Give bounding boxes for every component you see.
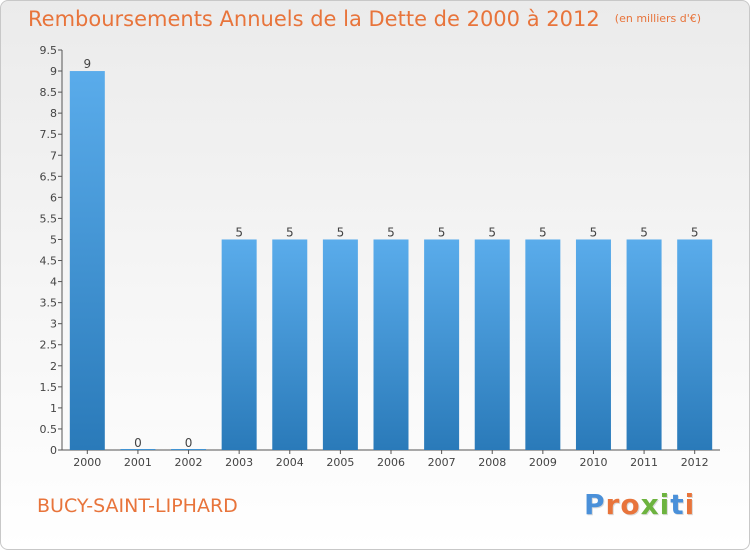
logo-letter: t	[670, 488, 685, 521]
data-label: 5	[640, 225, 648, 239]
bar	[474, 239, 510, 450]
y-tick-label: 0	[50, 444, 57, 457]
bar	[120, 449, 156, 450]
data-label: 0	[185, 436, 193, 450]
data-label: 9	[83, 57, 91, 71]
bar	[525, 239, 561, 450]
y-tick-label: 4.5	[40, 255, 58, 268]
y-tick-label: 1.5	[40, 381, 58, 394]
logo-letter: i	[684, 488, 696, 521]
logo-letter: o	[620, 488, 641, 521]
bar	[373, 239, 409, 450]
x-tick-label: 2006	[377, 456, 405, 469]
logo-letter: i	[659, 488, 671, 521]
y-tick-label: 8.5	[40, 86, 58, 99]
bar	[424, 239, 460, 450]
x-tick-label: 2005	[326, 456, 354, 469]
y-tick-label: 2.5	[40, 339, 58, 352]
bar	[171, 449, 207, 450]
bars	[69, 71, 713, 450]
x-tick-label: 2009	[529, 456, 557, 469]
y-tick-label: 7.5	[40, 128, 58, 141]
data-label: 5	[488, 225, 496, 239]
bar	[677, 239, 713, 450]
bar	[272, 239, 308, 450]
bar	[575, 239, 611, 450]
x-tick-label: 2008	[478, 456, 506, 469]
y-tick-label: 1	[50, 402, 57, 415]
y-tick-label: 9.5	[40, 44, 58, 57]
data-label: 5	[438, 225, 446, 239]
bar	[626, 239, 662, 450]
y-tick-label: 2	[50, 360, 57, 373]
data-label: 5	[337, 225, 345, 239]
bar	[322, 239, 358, 450]
y-tick-label: 3.5	[40, 297, 58, 310]
x-tick-label: 2011	[630, 456, 658, 469]
y-tick-label: 5.5	[40, 212, 58, 225]
bar	[221, 239, 257, 450]
chart-unit: (en milliers d'€)	[614, 12, 702, 25]
x-tick-label: 2003	[225, 456, 253, 469]
data-label: 5	[691, 225, 699, 239]
chart-title: Remboursements Annuels de la Dette de 20…	[28, 7, 600, 31]
x-tick-label: 2000	[73, 456, 101, 469]
axes: 0 0.5 1 1.5 2 2.5 3 3.5 4 4.5 5 5.5 6 6.5 7 7.5 8 8.5 9 9.5…	[40, 44, 720, 469]
y-tick-label: 7	[50, 149, 57, 162]
data-label: 5	[286, 225, 294, 239]
y-tick-label: 8	[50, 107, 57, 120]
x-tick-label: 2002	[175, 456, 203, 469]
y-tick-label: 0.5	[40, 423, 58, 436]
x-tick-label: 2001	[124, 456, 152, 469]
y-tick-label: 9	[50, 65, 57, 78]
y-tick-label: 3	[50, 318, 57, 331]
x-tick-label: 2004	[276, 456, 304, 469]
y-tick-label: 4	[50, 276, 57, 289]
x-tick-label: 2012	[681, 456, 709, 469]
x-tick-label: 2010	[579, 456, 607, 469]
data-label: 5	[590, 225, 598, 239]
x-tick-label: 2007	[428, 456, 456, 469]
y-tick-label: 5	[50, 233, 57, 246]
logo-letter: P	[584, 488, 606, 521]
logo-letter: x	[640, 488, 660, 521]
proxiti-logo: Proxiti	[584, 488, 695, 521]
data-label: 5	[387, 225, 395, 239]
bar	[69, 71, 105, 450]
title-line: Remboursements Annuels de la Dette de 20…	[28, 7, 701, 31]
data-labels: 9 0 0 5 5 5 5 5 5 5 5 5 5	[83, 57, 698, 450]
data-label: 5	[539, 225, 547, 239]
commune-name: BUCY-SAINT-LIPHARD	[37, 495, 238, 517]
y-tick-label: 6.5	[40, 170, 58, 183]
y-tick-label: 6	[50, 191, 57, 204]
data-label: 0	[134, 436, 142, 450]
data-label: 5	[235, 225, 243, 239]
logo-letter: r	[605, 488, 621, 521]
